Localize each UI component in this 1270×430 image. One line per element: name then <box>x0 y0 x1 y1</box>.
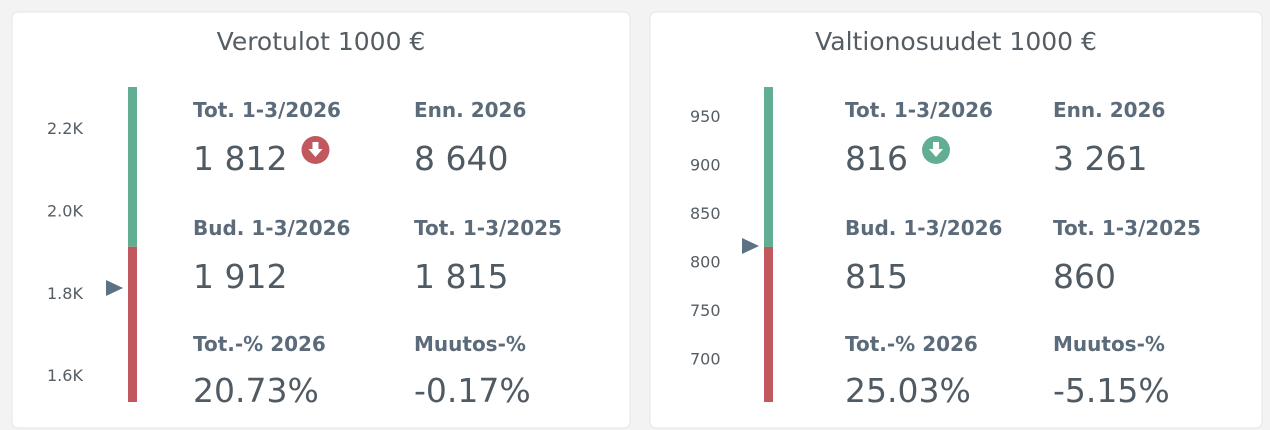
kpi-value: 1 815 <box>414 257 508 296</box>
kpi-label: Muutos-% <box>1053 332 1165 356</box>
card <box>649 11 1263 429</box>
gauge-above <box>764 87 773 247</box>
gauge-pointer <box>742 237 759 254</box>
kpi-label: Tot.-% 2026 <box>193 332 326 356</box>
axis-tick-label: 2.0K <box>47 202 83 221</box>
kpi-label: Tot. 1-3/2026 <box>193 98 341 122</box>
kpi-value: 815 <box>845 257 908 296</box>
axis-tick-label: 850 <box>690 204 721 223</box>
kpi-label: Tot. 1-3/2025 <box>414 216 562 240</box>
kpi-value: 25.03% <box>845 371 971 410</box>
card-title: Valtionosuudet 1000 € <box>815 27 1097 56</box>
trend-arrow <box>308 142 323 157</box>
kpi-value: -5.15% <box>1053 371 1170 410</box>
gauge-above <box>128 87 137 247</box>
axis-tick-label: 1.6K <box>47 366 83 385</box>
axis-tick-label: 700 <box>690 349 721 368</box>
kpi-label: Bud. 1-3/2026 <box>193 216 350 240</box>
kpi-label: Muutos-% <box>414 332 526 356</box>
gauge-below <box>128 246 137 402</box>
axis-tick-label: 900 <box>690 156 721 175</box>
kpi-value: 816 <box>845 139 908 178</box>
kpi-label: Enn. 2026 <box>414 98 526 122</box>
card <box>11 11 631 429</box>
kpi-value: -0.17% <box>414 371 531 410</box>
axis-tick-label: 1.8K <box>47 284 83 303</box>
gauge-pointer <box>106 279 123 296</box>
axis-tick-label: 800 <box>690 252 721 271</box>
axis-tick-label: 950 <box>690 107 721 126</box>
axis-tick-label: 750 <box>690 301 721 320</box>
trend-arrow <box>929 142 943 157</box>
kpi-label: Tot. 1-3/2025 <box>1053 216 1201 240</box>
kpi-label: Bud. 1-3/2026 <box>845 216 1002 240</box>
kpi-value: 20.73% <box>193 371 319 410</box>
kpi-label: Enn. 2026 <box>1053 98 1165 122</box>
kpi-value: 1 812 <box>193 139 287 178</box>
kpi-value: 3 261 <box>1053 139 1147 178</box>
card-title: Verotulot 1000 € <box>217 27 426 56</box>
kpi-value: 8 640 <box>414 139 508 178</box>
gauge-below <box>764 246 773 402</box>
kpi-label: Tot.-% 2026 <box>845 332 978 356</box>
axis-tick-label: 2.2K <box>47 119 83 138</box>
kpi-label: Tot. 1-3/2026 <box>845 98 993 122</box>
kpi-value: 1 912 <box>193 257 287 296</box>
kpi-value: 860 <box>1053 257 1116 296</box>
